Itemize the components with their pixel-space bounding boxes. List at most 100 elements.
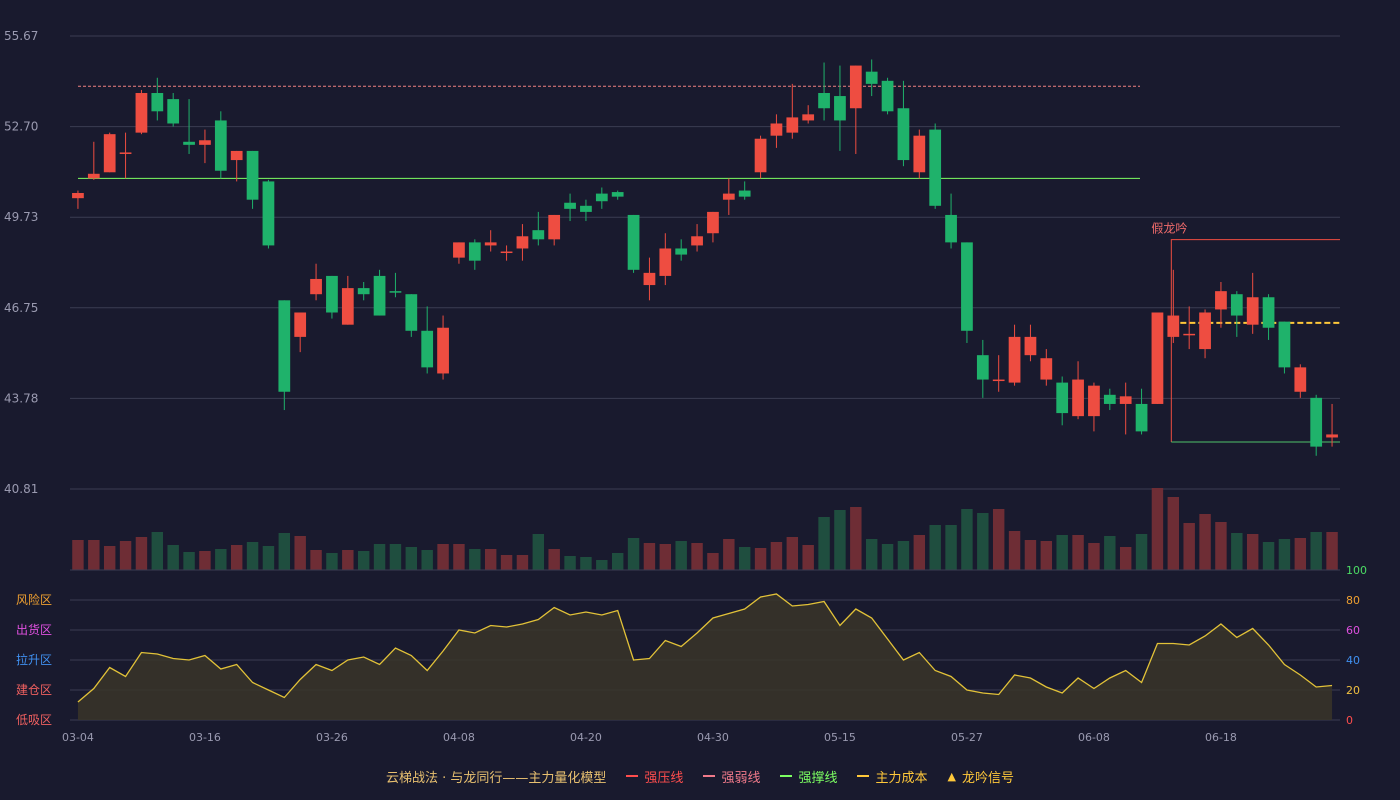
volume-bar [199, 551, 211, 570]
x-tick-label: 03-26 [316, 731, 348, 744]
volume-bar [723, 539, 735, 570]
candle-body [770, 123, 783, 136]
main-cost-swatch-icon [857, 775, 870, 777]
legend-item-strong-pressure[interactable]: 强压线 [626, 767, 683, 786]
legend-item-main-cost[interactable]: 主力成本 [857, 767, 927, 786]
volume-bar [818, 517, 830, 570]
volume-bar [580, 557, 592, 570]
candle-body [1119, 396, 1132, 404]
candle-body [453, 242, 465, 258]
candle-body [1103, 394, 1116, 404]
x-tick-label: 04-20 [570, 731, 602, 744]
volume-bar [659, 544, 672, 570]
box-top-line [1170, 239, 1340, 443]
legend-item-strong-support[interactable]: 强撑线 [780, 767, 837, 786]
legend-label-strong-weak: 强弱线 [721, 770, 761, 786]
zone-label: 低吸区 [16, 713, 52, 727]
candle-body [849, 65, 862, 109]
candle-body [405, 294, 418, 331]
candle-body [246, 150, 259, 200]
price-tick-label: 49.73 [4, 210, 38, 224]
x-tick-label: 03-04 [62, 731, 94, 744]
candle-body [341, 288, 354, 325]
candle-body [818, 93, 830, 109]
price-tick-label: 40.81 [4, 482, 38, 496]
candle-body [199, 140, 211, 145]
volume-bar [326, 553, 338, 570]
volume-bar [548, 549, 560, 570]
price-tick-label: 43.78 [4, 391, 38, 405]
candle-body [389, 291, 402, 293]
legend-label-dragon-signal: 龙吟信号 [961, 770, 1014, 786]
candle-body [834, 96, 846, 121]
indicator-tick-label: 80 [1346, 594, 1360, 607]
volume-bar [643, 543, 656, 570]
volume-bar [1231, 533, 1243, 570]
legend-label-strong-pressure: 强压线 [644, 770, 684, 786]
volume-bar [850, 507, 862, 570]
volume-bar [88, 540, 100, 570]
strong-weak-swatch-icon [703, 775, 716, 777]
zone-label: 建仓区 [16, 683, 52, 697]
candle-body [976, 355, 989, 380]
signal-annotation: 假龙吟 [1151, 221, 1187, 236]
legend-title: 云梯战法 · 与龙同行——主力量化模型 [386, 770, 607, 786]
candle-body [468, 242, 481, 261]
candle-body [1151, 312, 1164, 404]
candle-body [1008, 336, 1021, 383]
indicator-line [77, 593, 1333, 703]
x-tick-label: 06-18 [1205, 731, 1237, 744]
candle-body [484, 242, 497, 246]
volume-bar [246, 542, 259, 570]
candle-body [722, 193, 735, 200]
candle-body [611, 192, 624, 197]
candle-body [1326, 434, 1338, 438]
volume-bar [230, 545, 243, 570]
volume-bar [1278, 539, 1291, 570]
candle-body [135, 93, 148, 133]
candle-body [961, 242, 973, 331]
volume-bar [135, 537, 148, 570]
candle-body [103, 134, 116, 173]
candle-body [1310, 397, 1323, 447]
candle-body [167, 99, 180, 124]
legend-item-strong-weak[interactable]: 强弱线 [703, 767, 760, 786]
volume-bar [770, 542, 783, 570]
candle-body [310, 278, 322, 295]
volume-bar [310, 550, 322, 570]
candle-body [1135, 403, 1148, 432]
candle-body [1230, 294, 1243, 316]
candle-body [278, 300, 291, 392]
volume-bar [897, 541, 910, 570]
volume-bar [532, 534, 545, 570]
volume-bar [167, 545, 179, 570]
volume-bar [992, 509, 1005, 570]
candle-body [1024, 336, 1037, 356]
volume-bar [215, 549, 227, 570]
volume-bar [675, 541, 687, 570]
candle-body [437, 327, 449, 374]
volume-bar [738, 547, 751, 570]
x-tick-label: 05-27 [951, 731, 983, 744]
volume-bar [405, 547, 418, 570]
legend-item-dragon-signal[interactable]: ▲ 龙吟信号 [947, 767, 1013, 786]
candle-body [865, 71, 878, 84]
candle-body [992, 379, 1005, 382]
candle-body [945, 214, 957, 243]
indicator-tick-label: 20 [1346, 684, 1360, 697]
volume-bar [1294, 538, 1307, 570]
chart-legend: 云梯战法 · 与龙同行——主力量化模型 强压线 强弱线 强撑线 主力成本 ▲ 龙… [0, 762, 1400, 790]
volume-bar [881, 544, 894, 570]
volume-bar [373, 544, 386, 570]
volume-bar [754, 548, 767, 570]
candle-body [1183, 333, 1196, 336]
volume-bar [389, 544, 402, 570]
volume-bar [611, 553, 624, 570]
volume-bar [1056, 535, 1068, 570]
volume-bar [1151, 488, 1164, 570]
indicator-tick-label: 60 [1346, 624, 1360, 637]
volume-bar [865, 539, 878, 570]
volume-bar [707, 553, 719, 570]
volume-bar [151, 532, 164, 570]
x-tick-label: 04-30 [697, 731, 729, 744]
